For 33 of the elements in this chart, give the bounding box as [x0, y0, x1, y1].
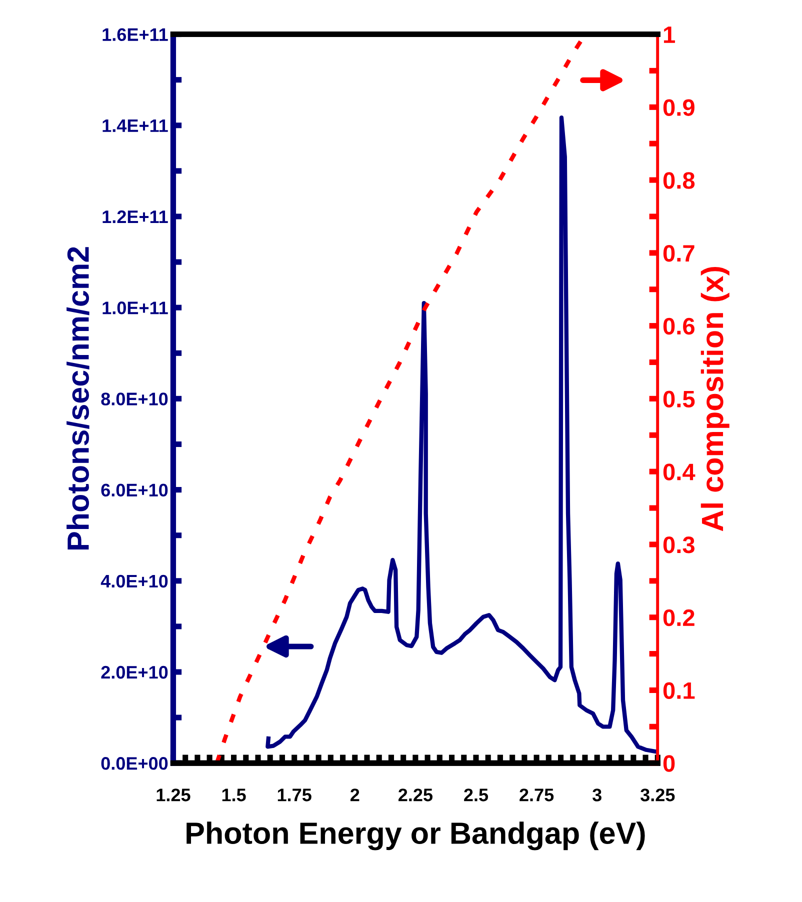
y-tick-label: 6.0E+10 [101, 484, 168, 497]
x-tick-label: 2.25 [398, 788, 433, 802]
y2-tick-label: 0.5 [663, 390, 695, 408]
x-tick-label: 2 [350, 788, 360, 802]
y2-tick-label: 0.2 [663, 609, 694, 626]
x-tick-label: 1.75 [278, 788, 312, 802]
y2-tick-label: 0.6 [663, 318, 694, 335]
y-tick-label: 0.0E+00 [101, 757, 168, 770]
y2-tick-label: 0 [663, 755, 675, 772]
y-tick-label: 4.0E+10 [100, 574, 168, 588]
y2-tick-label: 0.1 [663, 682, 695, 699]
y2-tick-label: 0.9 [663, 99, 694, 116]
y2-tick-label: 1 [664, 26, 675, 43]
x-tick-label: 1.5 [222, 788, 246, 802]
x-axis-title: Photon Energy or Bandgap (eV) [186, 822, 645, 850]
y2-axis-title: Al composition (x) [700, 266, 730, 532]
x-tick-label: 1.25 [156, 788, 190, 802]
x-tick-label: 3 [592, 788, 602, 802]
line-series [266, 116, 659, 754]
y-tick-label: 1.2E+11 [102, 210, 168, 224]
y-tick-label: 1.6E+11 [102, 28, 168, 41]
y-tick-label: 1.4E+11 [102, 120, 168, 132]
x-tick-label: 2.75 [520, 788, 554, 802]
y2-tick-label: 0.8 [663, 172, 695, 189]
y-tick-label: 1.0E+11 [102, 302, 168, 314]
y-tick-label: 2.0E+10 [101, 666, 168, 679]
y2-tick-label: 0.7 [663, 244, 694, 262]
x-tick-label: 3.25 [640, 788, 675, 802]
y2-tick-label: 0.4 [663, 464, 696, 480]
y2-tick-label: 0.3 [663, 536, 694, 554]
y-tick-label: 8.0E+10 [101, 392, 168, 406]
y-axis-title: Photons/sec/nm/cm2 [66, 247, 90, 550]
x-tick-label: 2.5 [464, 788, 488, 802]
